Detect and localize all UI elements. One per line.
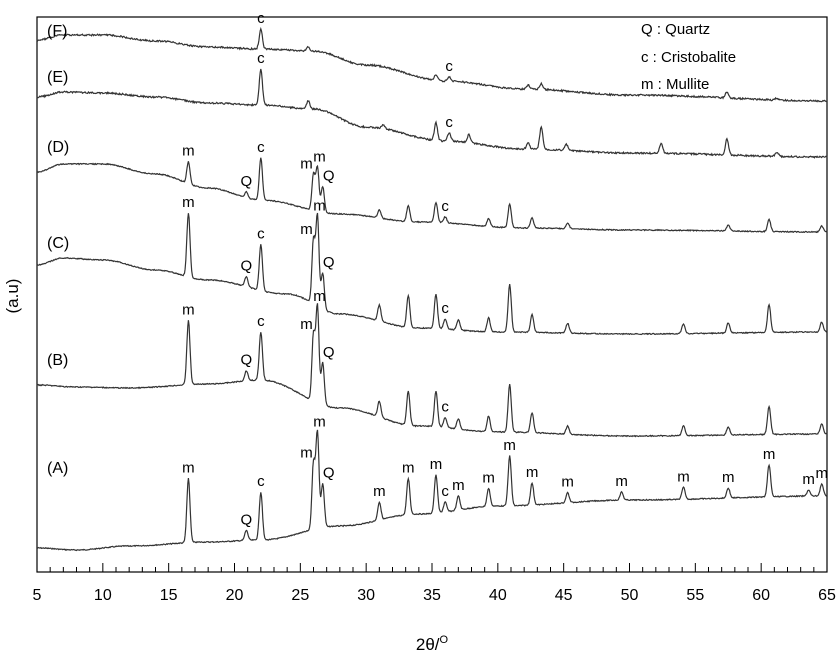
peak-label-m: m [182,460,195,477]
x-tick-label: 5 [33,587,42,604]
x-tick-label: 35 [423,587,441,604]
trace-a [36,429,828,552]
series-label-d: (D) [47,139,69,156]
plot-frame [36,16,828,573]
legend: Q : Quartz c : Cristobalite m : Mullite [641,21,736,93]
series-label-b: (B) [47,352,68,369]
x-tick-label: 45 [555,587,573,604]
x-tick-label: 40 [489,587,507,604]
peak-label-c: c [257,139,265,156]
series-labels: (A) (B) (C) (D) (E) (F) [47,23,69,477]
series-label-f: (F) [47,23,67,40]
peak-label-m: m [615,473,628,490]
peak-label-m: m [503,437,516,454]
series-label-c: (C) [47,235,69,252]
peak-label-m: m [430,456,443,473]
peak-label-m: m [482,469,495,486]
peak-label-c: c [257,10,265,27]
peak-label-Q: Q [323,254,335,271]
peak-label-Q: Q [323,465,335,482]
peak-label-Q: Q [241,511,253,528]
peak-label-m: m [182,302,195,319]
peak-label-c: c [441,300,449,317]
series-label-e: (E) [47,69,68,86]
x-tick-label: 10 [94,587,112,604]
trace-b [36,303,828,438]
peak-label-Q: Q [241,258,253,275]
peak-label-m: m [722,469,735,486]
peak-label-c: c [441,483,449,500]
series-label-a: (A) [47,460,68,477]
peak-label-m: m [300,156,313,173]
peak-label-m: m [182,194,195,211]
peak-label-m: m [313,288,326,305]
peak-label-c: c [441,399,449,416]
peak-label-m: m [802,471,815,488]
peak-label-m: m [182,143,195,160]
x-axis-title-text: 2θ/ [416,635,440,654]
peak-label-c: c [445,114,453,131]
peak-label-m: m [677,468,690,485]
peak-label-m: m [313,414,326,431]
x-tick-label: 15 [160,587,178,604]
peak-label-m: m [452,477,465,494]
x-tick-label: 25 [291,587,309,604]
x-tick-label: 55 [686,587,704,604]
peak-label-c: c [257,50,265,67]
x-tick-label: 20 [226,587,244,604]
trace-d [36,157,828,234]
x-axis-title-superscript: O [440,634,449,646]
legend-entry-cristobalite: c : Cristobalite [641,49,736,66]
peak-label-m: m [402,460,415,477]
legend-entry-quartz: Q : Quartz [641,21,710,38]
y-axis-title: (a.u) [3,279,22,314]
legend-entry-mullite: m : Mullite [641,76,709,93]
x-tick-label: 50 [621,587,639,604]
peak-label-m: m [526,464,539,481]
peak-label-m: m [815,465,828,482]
peak-label-m: m [313,197,326,214]
trace-e [36,68,828,159]
x-tick-label: 30 [357,587,375,604]
peak-label-m: m [300,316,313,333]
peak-label-Q: Q [241,173,253,190]
x-tick-label: 60 [752,587,770,604]
peak-label-c: c [441,198,449,215]
peak-label-m: m [561,474,574,491]
trace-c [36,212,828,336]
peak-label-c: c [257,313,265,330]
diffraction-traces [36,26,828,552]
x-tick-label: 65 [818,587,836,604]
trace-f [36,26,828,103]
peak-label-m: m [763,446,776,463]
peak-label-c: c [445,58,453,75]
x-axis-title: 2θ/O [416,634,449,654]
peak-label-Q: Q [323,167,335,184]
peak-label-m: m [313,148,326,165]
peak-label-m: m [373,483,386,500]
peak-label-c: c [257,473,265,490]
peak-label-Q: Q [241,352,253,369]
peak-label-m: m [300,221,313,238]
x-axis-ticks: 5 10 15 20 25 30 35 40 45 50 55 60 65 [33,563,836,604]
peak-label-Q: Q [323,344,335,361]
peak-label-c: c [257,226,265,243]
peak-label-m: m [300,445,313,462]
